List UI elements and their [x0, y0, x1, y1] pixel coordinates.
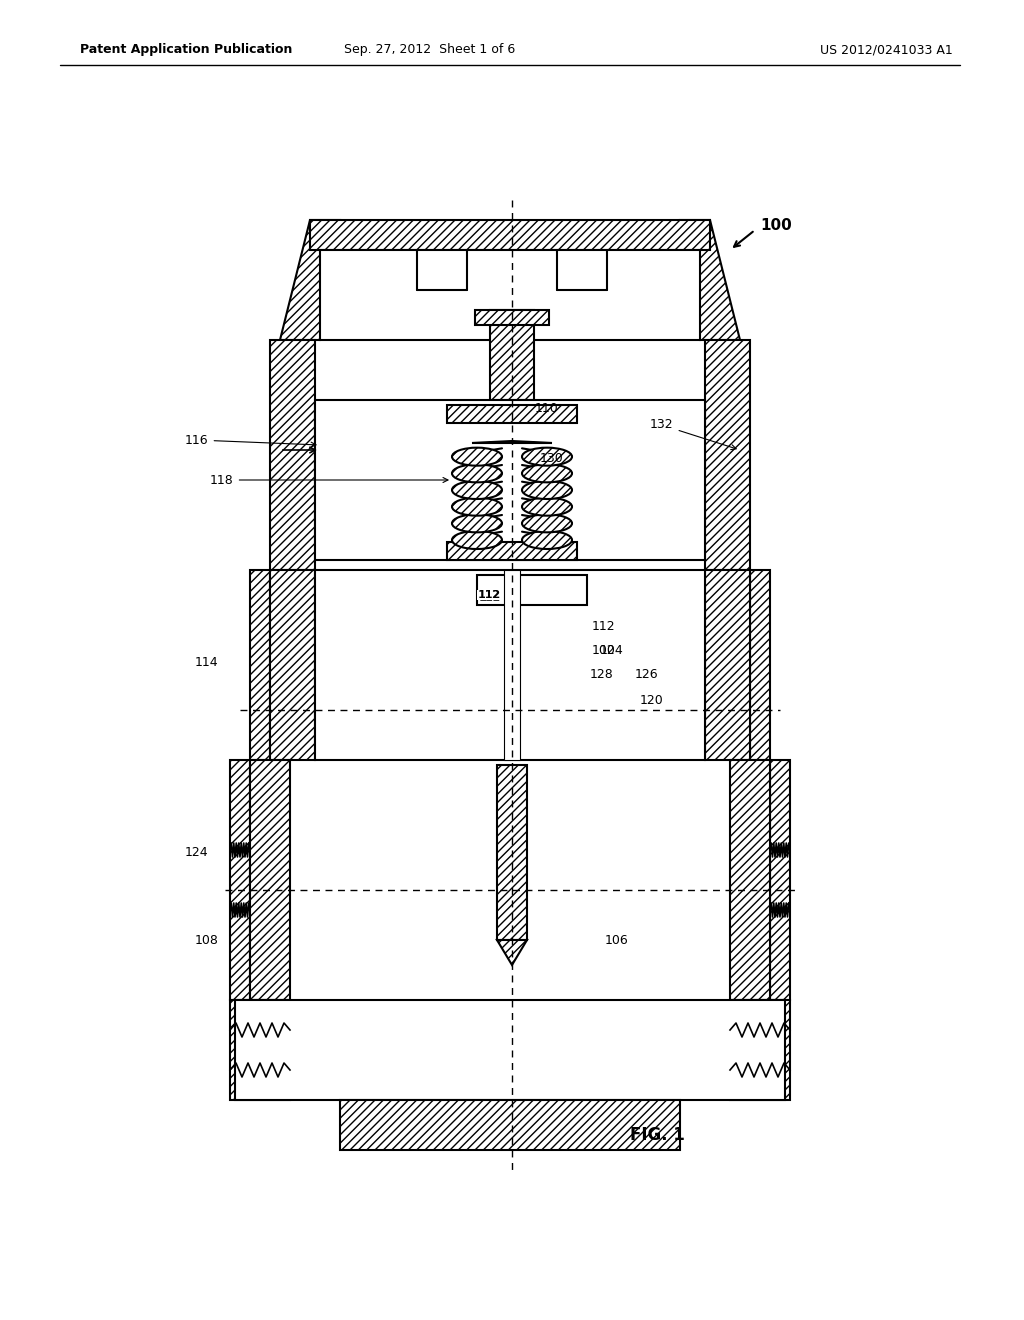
- Polygon shape: [680, 220, 740, 341]
- Ellipse shape: [522, 498, 572, 516]
- Bar: [315, 570, 705, 760]
- Text: 120: 120: [640, 693, 664, 706]
- Polygon shape: [770, 760, 790, 1001]
- Polygon shape: [730, 1001, 790, 1100]
- Ellipse shape: [452, 498, 502, 516]
- Polygon shape: [280, 220, 340, 341]
- Polygon shape: [497, 766, 527, 940]
- Polygon shape: [750, 570, 770, 760]
- Polygon shape: [472, 441, 552, 444]
- Text: 116: 116: [185, 433, 316, 447]
- Text: 132: 132: [650, 418, 736, 450]
- Polygon shape: [230, 760, 250, 1001]
- Bar: [504, 570, 520, 760]
- Polygon shape: [310, 220, 710, 249]
- Ellipse shape: [452, 465, 502, 482]
- Text: 112: 112: [477, 590, 501, 601]
- Text: 124: 124: [185, 846, 209, 858]
- Text: 108: 108: [195, 933, 219, 946]
- Ellipse shape: [452, 447, 502, 466]
- Ellipse shape: [522, 515, 572, 532]
- Polygon shape: [250, 760, 290, 1001]
- Bar: [234, 1001, 785, 1100]
- Polygon shape: [230, 1001, 290, 1100]
- Polygon shape: [705, 341, 750, 570]
- Ellipse shape: [452, 531, 502, 549]
- Text: 102: 102: [592, 644, 615, 656]
- Text: US 2012/0241033 A1: US 2012/0241033 A1: [820, 44, 952, 57]
- Bar: [319, 249, 700, 341]
- Text: 106: 106: [605, 933, 629, 946]
- Text: Patent Application Publication: Patent Application Publication: [80, 44, 293, 57]
- Polygon shape: [730, 760, 770, 1001]
- Polygon shape: [490, 310, 534, 400]
- Bar: [475, 310, 549, 325]
- Bar: [315, 400, 705, 560]
- Text: Sep. 27, 2012  Sheet 1 of 6: Sep. 27, 2012 Sheet 1 of 6: [344, 44, 516, 57]
- Polygon shape: [705, 570, 750, 760]
- Ellipse shape: [522, 480, 572, 499]
- Polygon shape: [250, 570, 270, 760]
- Text: 104: 104: [600, 644, 624, 656]
- Text: 130: 130: [540, 451, 564, 465]
- Polygon shape: [447, 405, 577, 422]
- Polygon shape: [340, 1100, 680, 1150]
- Bar: [477, 576, 587, 605]
- Polygon shape: [270, 341, 315, 570]
- Text: 110: 110: [535, 401, 559, 414]
- Ellipse shape: [452, 515, 502, 532]
- Ellipse shape: [522, 447, 572, 466]
- Text: 128: 128: [590, 668, 613, 681]
- Text: FIG. 1: FIG. 1: [630, 1126, 685, 1144]
- Ellipse shape: [522, 465, 572, 482]
- Polygon shape: [497, 940, 527, 965]
- Text: 100: 100: [760, 218, 792, 232]
- Ellipse shape: [452, 480, 502, 499]
- Ellipse shape: [522, 531, 572, 549]
- Text: 126: 126: [635, 668, 658, 681]
- Text: 118: 118: [210, 474, 447, 487]
- Text: 114: 114: [195, 656, 219, 668]
- Polygon shape: [270, 570, 315, 760]
- Polygon shape: [447, 543, 577, 560]
- Text: 1̲1̲2̲: 1̲1̲2̲: [478, 590, 500, 601]
- Text: 112: 112: [592, 620, 615, 634]
